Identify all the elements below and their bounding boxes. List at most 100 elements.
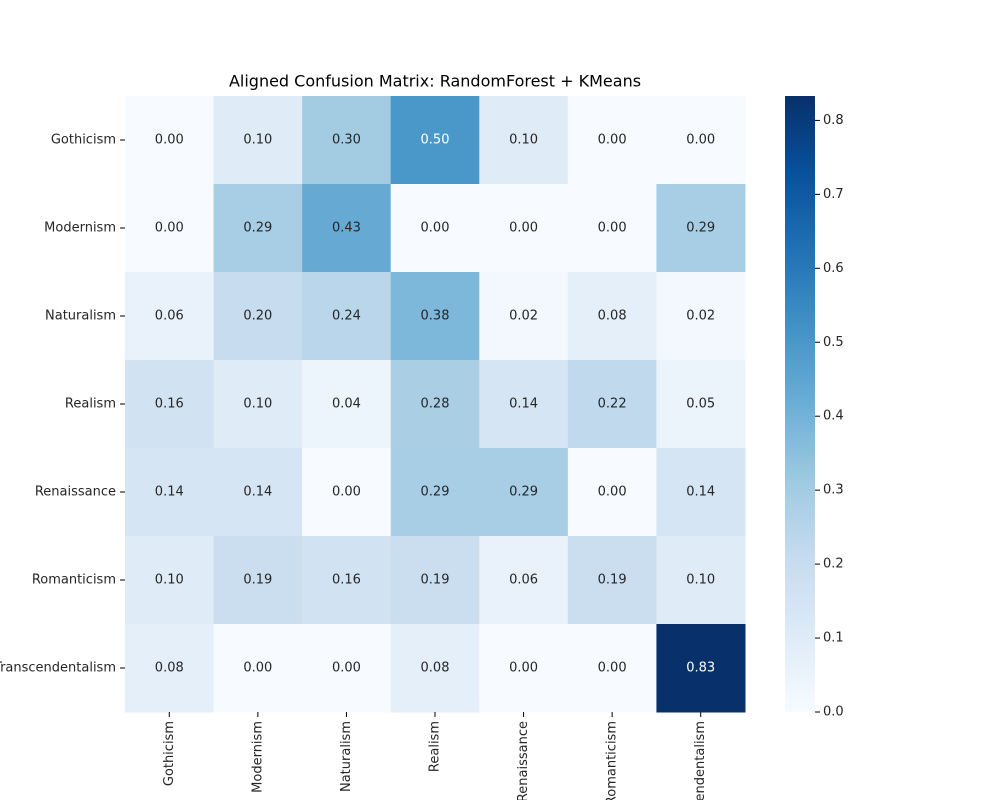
heatmap-cell — [213, 624, 303, 713]
heatmap-cell — [302, 448, 392, 537]
heatmap-cell — [479, 536, 569, 625]
cell-label: 0.14 — [686, 485, 715, 500]
x-tick-label: Renaissance — [516, 721, 531, 800]
heatmap-cell — [213, 272, 303, 361]
colorbar-tick-label: 0.5 — [823, 335, 844, 350]
heatmap-cell — [656, 624, 746, 713]
y-tick-label: Romanticism — [32, 573, 116, 588]
heatmap-cell — [390, 96, 480, 185]
colorbar — [785, 96, 815, 712]
colorbar-tick-label: 0.1 — [823, 631, 844, 646]
cell-label: 0.00 — [155, 133, 184, 148]
colorbar-tick-label: 0.6 — [823, 261, 844, 276]
cell-label: 0.10 — [509, 133, 538, 148]
heatmap-cell — [479, 184, 569, 273]
cell-label: 0.00 — [332, 661, 361, 676]
heatmap-cell — [656, 448, 746, 537]
x-tick-label: Romanticism — [605, 721, 620, 800]
heatmap-cell — [567, 360, 657, 449]
cell-label: 0.08 — [155, 661, 184, 676]
cell-label: 0.08 — [598, 309, 627, 324]
heatmap-cell — [390, 624, 480, 713]
heatmap-cell — [125, 536, 215, 625]
cell-label: 0.00 — [598, 133, 627, 148]
colorbar-tick-label: 0.3 — [823, 483, 844, 498]
heatmap-cell — [125, 360, 215, 449]
heatmap-cell — [390, 448, 480, 537]
heatmap-cell — [656, 360, 746, 449]
cell-label: 0.06 — [509, 573, 538, 588]
heatmap-cell — [125, 448, 215, 537]
cell-label: 0.00 — [686, 133, 715, 148]
x-tick-label: Transcendentalism — [693, 721, 708, 800]
heatmap-cell — [656, 272, 746, 361]
cell-label: 0.20 — [243, 309, 272, 324]
y-tick-label: Naturalism — [45, 309, 116, 324]
heatmap-cell — [390, 184, 480, 273]
heatmap-cell — [567, 536, 657, 625]
heatmap-cell — [567, 184, 657, 273]
heatmap-cell — [656, 536, 746, 625]
y-tick-label: Modernism — [44, 221, 116, 236]
cell-label: 0.10 — [155, 573, 184, 588]
heatmap-cell — [567, 272, 657, 361]
cell-label: 0.16 — [155, 397, 184, 412]
cell-label: 0.43 — [332, 221, 361, 236]
colorbar-tick-label: 0.2 — [823, 557, 844, 572]
cell-label: 0.02 — [686, 309, 715, 324]
y-tick-label: Realism — [65, 397, 116, 412]
heatmap-cell — [213, 96, 303, 185]
x-tick-label: Gothicism — [162, 721, 177, 786]
cell-label: 0.05 — [686, 397, 715, 412]
heatmap-cell — [390, 360, 480, 449]
cell-label: 0.04 — [332, 397, 361, 412]
heatmap-cell — [479, 624, 569, 713]
cell-label: 0.06 — [155, 309, 184, 324]
x-tick-label: Modernism — [250, 721, 265, 793]
cell-label: 0.00 — [509, 661, 538, 676]
heatmap-cell — [125, 184, 215, 273]
heatmap-cell — [125, 272, 215, 361]
cell-label: 0.28 — [421, 397, 450, 412]
chart-title: Aligned Confusion Matrix: RandomForest +… — [229, 72, 641, 91]
heatmap-cell — [302, 184, 392, 273]
cell-label: 0.08 — [421, 661, 450, 676]
cell-label: 0.10 — [243, 397, 272, 412]
heatmap-cell — [213, 360, 303, 449]
cell-label: 0.14 — [155, 485, 184, 500]
heatmap-cell — [390, 536, 480, 625]
heatmap-cell — [125, 96, 215, 185]
heatmap-cell — [656, 184, 746, 273]
cell-label: 0.14 — [243, 485, 272, 500]
cell-label: 0.00 — [598, 485, 627, 500]
colorbar-tick-label: 0.7 — [823, 187, 844, 202]
cell-label: 0.00 — [421, 221, 450, 236]
heatmap-cell — [479, 360, 569, 449]
cell-label: 0.50 — [421, 133, 450, 148]
cell-label: 0.19 — [421, 573, 450, 588]
heatmap-cell — [213, 448, 303, 537]
colorbar-tick-label: 0.4 — [823, 409, 844, 424]
heatmap-cell — [125, 624, 215, 713]
heatmap-cell — [302, 272, 392, 361]
cell-label: 0.10 — [686, 573, 715, 588]
x-tick-label: Realism — [428, 721, 443, 772]
heatmap-cell — [567, 624, 657, 713]
cell-label: 0.24 — [332, 309, 361, 324]
cell-label: 0.00 — [243, 661, 272, 676]
colorbar-tick-label: 0.8 — [823, 113, 844, 128]
cell-label: 0.19 — [598, 573, 627, 588]
cell-label: 0.16 — [332, 573, 361, 588]
cell-label: 0.29 — [686, 221, 715, 236]
cell-label: 0.29 — [509, 485, 538, 500]
heatmap-cell — [302, 96, 392, 185]
cell-label: 0.00 — [155, 221, 184, 236]
x-tick-label: Naturalism — [339, 721, 354, 792]
y-tick-label: Transcendentalism — [0, 661, 116, 676]
heatmap-cell — [567, 96, 657, 185]
y-tick-label: Renaissance — [35, 485, 116, 500]
cell-label: 0.00 — [598, 661, 627, 676]
y-tick-label: Gothicism — [51, 133, 116, 148]
